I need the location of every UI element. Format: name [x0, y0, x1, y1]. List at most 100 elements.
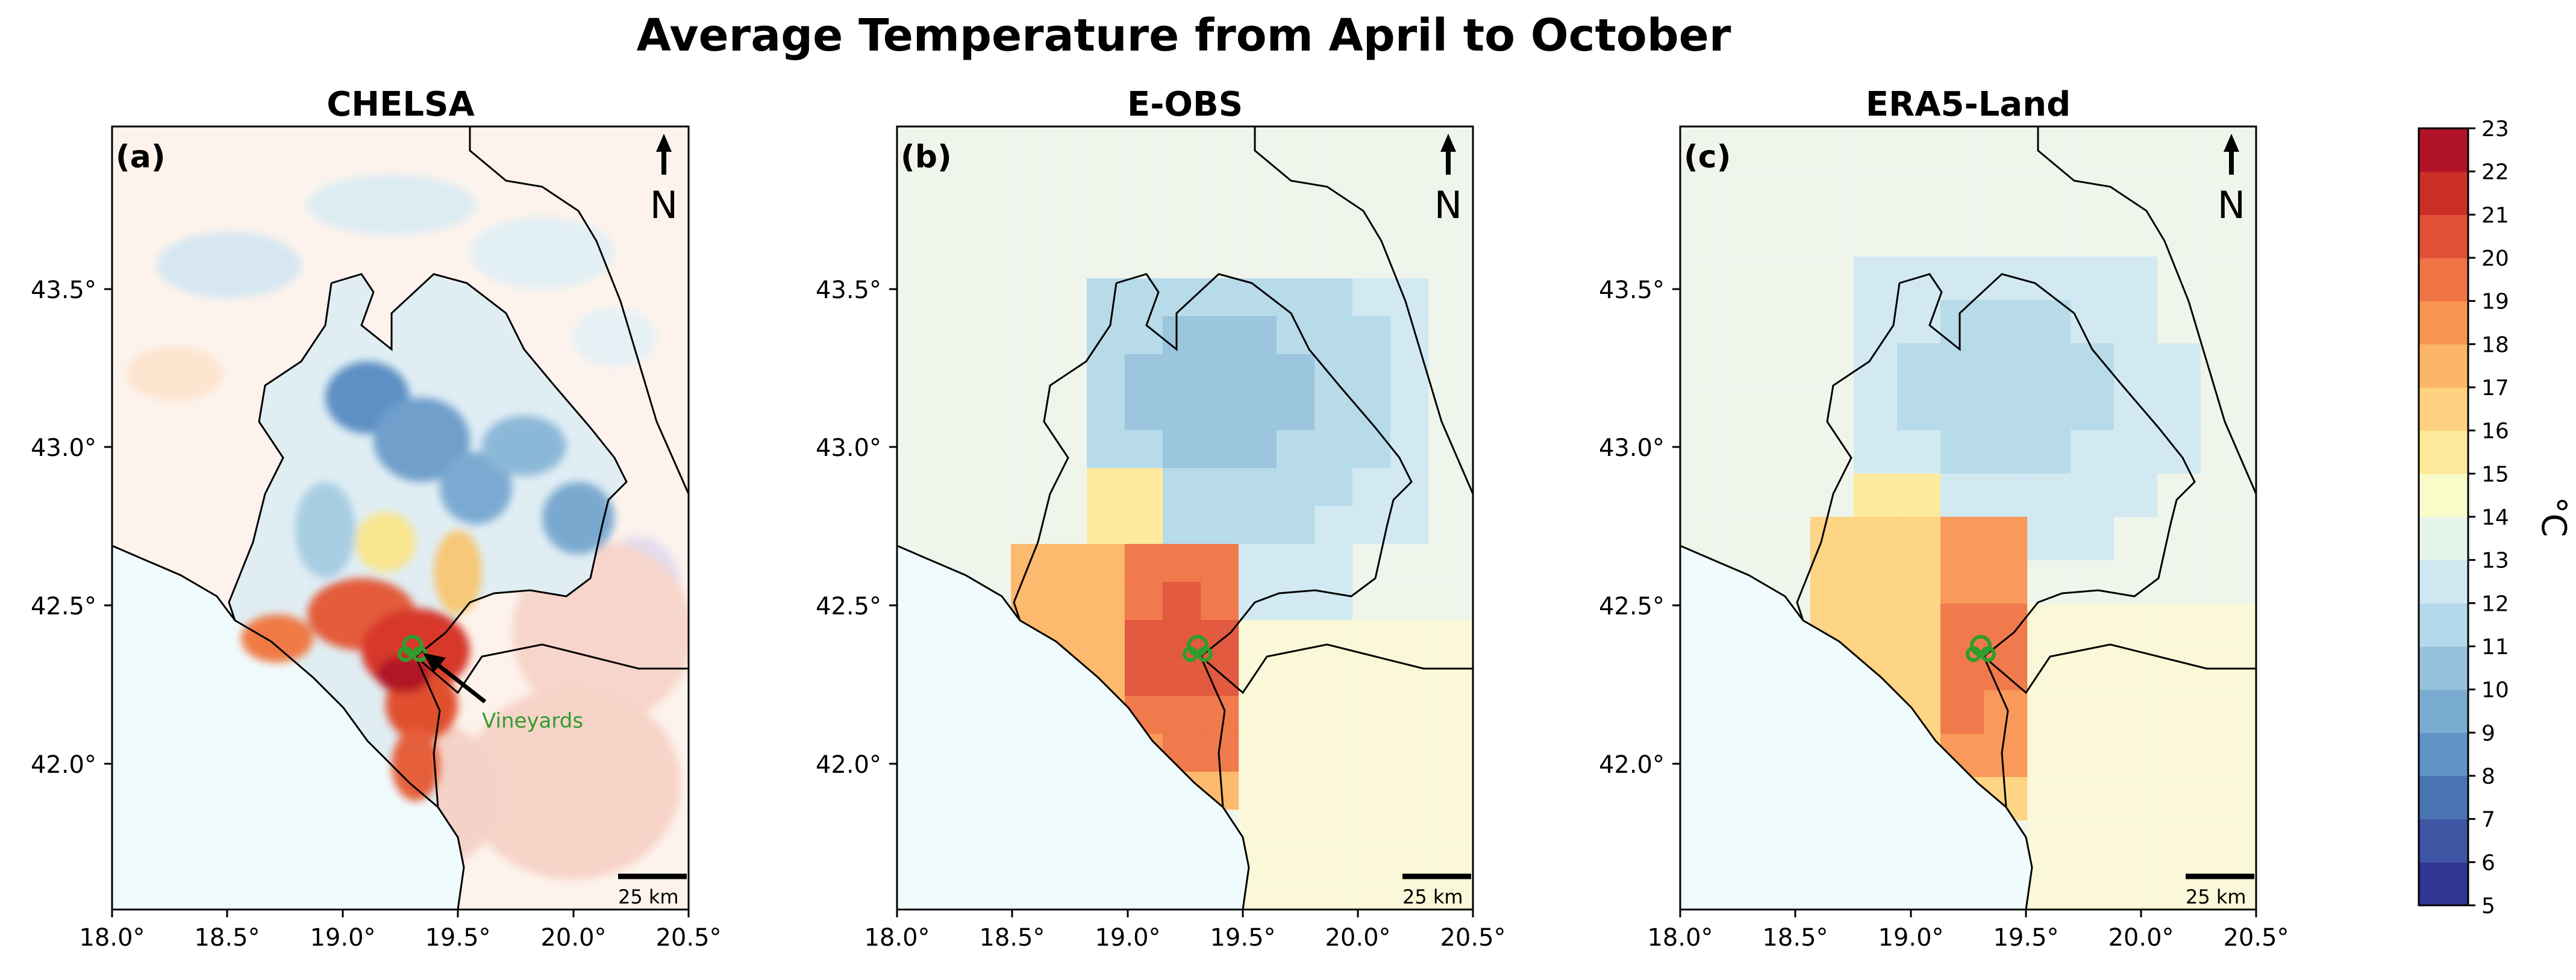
- grid-cell: [1163, 506, 1201, 545]
- grid-cell: [897, 164, 936, 203]
- grid-cell: [1277, 202, 1315, 241]
- grid-cell: [1466, 582, 1473, 620]
- grid-cell: [1466, 240, 1473, 279]
- lon-tick-label: 19.5°: [425, 924, 490, 952]
- grid-cell: [1352, 354, 1391, 393]
- grid-cell: [1810, 300, 1854, 344]
- grid-cell: [1724, 387, 1768, 431]
- lon-tick-label: 18.5°: [194, 924, 260, 952]
- grid-cell: [1767, 343, 1811, 387]
- grid-cell: [973, 544, 1011, 582]
- colorbar-swatch: [2419, 473, 2468, 517]
- grid-cell: [897, 240, 936, 279]
- grid-cell: [2157, 213, 2201, 257]
- grid-cell: [1352, 278, 1391, 317]
- grid-cell: [935, 468, 974, 507]
- grid-cell: [1277, 696, 1315, 734]
- grid-cell: [2071, 387, 2115, 431]
- colorbar-swatch: [2419, 560, 2468, 604]
- grid-cell: [1940, 517, 1984, 561]
- lat-tick-label: 42.0°: [816, 751, 881, 779]
- grid-cell: [1049, 240, 1087, 279]
- grid-cell: [1940, 907, 1984, 910]
- panel-title: E-OBS: [1127, 85, 1243, 124]
- grid-cell: [1125, 202, 1163, 241]
- grid-cell: [1352, 658, 1391, 696]
- grid-cell: [2027, 690, 2071, 734]
- svg-text:N: N: [650, 183, 678, 227]
- grid-cell: [1724, 473, 1768, 517]
- figure-title: Average Temperature from April to Octobe…: [637, 10, 1731, 61]
- grid-cell: [1897, 387, 1941, 431]
- grid-cell: [1352, 544, 1391, 582]
- grid-cell: [1428, 696, 1467, 734]
- grid-cell: [1680, 257, 1724, 301]
- grid-cell: [1940, 604, 1984, 648]
- map-panel-eobs: E-OBS N 25 km (b): [816, 85, 1506, 952]
- grid-cell: [897, 316, 936, 355]
- temperature-field-montenegro: [241, 361, 614, 801]
- grid-cell: [1680, 473, 1724, 517]
- grid-cell: [935, 316, 974, 355]
- grid-cell: [1680, 300, 1724, 344]
- lat-tick-label: 43.0°: [31, 434, 96, 462]
- grid-cell: [2201, 604, 2245, 648]
- grid-cell: [1390, 582, 1429, 620]
- grid-cell: [2114, 430, 2158, 474]
- grid-cell: [1984, 473, 2028, 517]
- grid-cell: [2201, 734, 2245, 778]
- grid-cell: [1984, 343, 2028, 387]
- grid-cell: [1125, 316, 1163, 355]
- grid-cell: [1163, 354, 1201, 393]
- grid-cell: [1428, 620, 1467, 658]
- grid-cell: [2071, 430, 2115, 474]
- grid-cell: [1352, 164, 1391, 203]
- grid-cell: [1011, 316, 1049, 355]
- grid-cell: [2157, 560, 2201, 604]
- grid-cell: [1390, 316, 1429, 355]
- grid-cell: [1854, 473, 1898, 517]
- grid-cell: [973, 430, 1011, 469]
- grid-cell: [1239, 810, 1277, 848]
- lon-axis-ticks: 18.0° 18.5° 19.0° 19.5° 20.0° 20.5°: [79, 910, 722, 952]
- grid-cell: [1125, 126, 1163, 165]
- vineyard-icon: [398, 635, 428, 662]
- grid-cell: [2201, 690, 2245, 734]
- grid-cell: [1277, 847, 1315, 886]
- grid-cell: [2114, 690, 2158, 734]
- grid-cell: [973, 240, 1011, 279]
- map-frame: [896, 125, 1474, 911]
- grid-cell: [2114, 257, 2158, 301]
- grid-cell: [2071, 907, 2115, 910]
- lat-tick-label: 43.5°: [1599, 276, 1665, 304]
- grid-cell: [1315, 354, 1353, 393]
- grid-cell: [2201, 560, 2245, 604]
- grid-cell: [2157, 864, 2201, 908]
- grid-cell: [2114, 517, 2158, 561]
- grid-cell: [2157, 907, 2201, 910]
- grid-cell: [1897, 560, 1941, 604]
- grid-cell: [1428, 544, 1467, 582]
- country-borders: [228, 126, 689, 910]
- grid-cell: [1315, 544, 1353, 582]
- grid-cell: [1810, 126, 1854, 170]
- grid-cell: [2071, 777, 2115, 821]
- grid-cell: [935, 126, 974, 165]
- grid-cell: [1163, 126, 1201, 165]
- grid-cell: [1087, 354, 1125, 393]
- grid-cell: [2114, 560, 2158, 604]
- grid-cell: [1239, 468, 1277, 507]
- grid-cell: [1428, 734, 1467, 772]
- colorbar-ticks: 5 6 7 8 9 10 11 12 13 14 15 16 17 18 19 20 21 22 23: [2468, 117, 2509, 919]
- grid-cell: [2157, 734, 2201, 778]
- grid-cell: [2244, 257, 2256, 301]
- grid-cell: [2114, 300, 2158, 344]
- grid-cell: [1466, 658, 1473, 696]
- grid-cell: [1680, 170, 1724, 214]
- grid-cell: [897, 126, 936, 165]
- colorbar-tick-label: 20: [2481, 246, 2509, 271]
- grid-cell: [1125, 544, 1163, 582]
- lat-tick-label: 42.0°: [31, 751, 96, 779]
- grid-cell: [2027, 734, 2071, 778]
